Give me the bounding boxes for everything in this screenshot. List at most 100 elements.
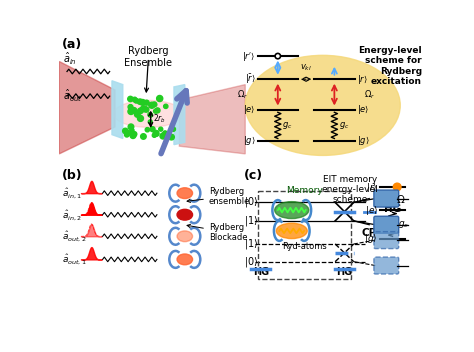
- Text: $|g\rangle$: $|g\rangle$: [357, 134, 370, 147]
- Circle shape: [393, 183, 401, 191]
- Circle shape: [275, 54, 281, 59]
- Circle shape: [123, 128, 128, 134]
- FancyBboxPatch shape: [374, 232, 399, 249]
- Circle shape: [137, 108, 143, 114]
- Circle shape: [141, 134, 146, 139]
- Circle shape: [130, 128, 134, 132]
- Text: $|0\rangle$: $|0\rangle$: [244, 255, 258, 269]
- Polygon shape: [112, 81, 123, 138]
- Text: $\Omega_r$: $\Omega_r$: [364, 88, 375, 101]
- Text: HG: HG: [337, 267, 353, 277]
- Text: $\hat{a}_{out,1}$: $\hat{a}_{out,1}$: [63, 252, 87, 266]
- Ellipse shape: [177, 231, 192, 242]
- Circle shape: [128, 105, 133, 109]
- Text: HG: HG: [384, 204, 401, 214]
- Text: (a): (a): [62, 38, 82, 51]
- Text: $\hat{a}_{in,2}$: $\hat{a}_{in,2}$: [63, 208, 82, 222]
- Circle shape: [149, 113, 153, 117]
- Text: $|\bar{r}\rangle$: $|\bar{r}\rangle$: [245, 72, 255, 86]
- Text: $|r'\rangle$: $|r'\rangle$: [242, 50, 255, 63]
- Circle shape: [153, 130, 159, 136]
- Circle shape: [181, 210, 189, 219]
- Circle shape: [128, 96, 133, 102]
- Circle shape: [148, 120, 152, 124]
- Text: Energy-level
scheme for
Rydberg
excitation: Energy-level scheme for Rydberg excitati…: [358, 46, 422, 86]
- Text: $g_c$: $g_c$: [339, 120, 349, 131]
- Circle shape: [153, 103, 157, 107]
- Text: Rydberg
Blockade: Rydberg Blockade: [187, 223, 247, 242]
- Circle shape: [162, 132, 167, 137]
- Text: Memory: Memory: [286, 186, 322, 195]
- Text: $v_{kl}$: $v_{kl}$: [300, 63, 312, 73]
- Text: $|r\rangle$: $|r\rangle$: [357, 73, 368, 86]
- Text: $g_c$: $g_c$: [283, 120, 293, 131]
- Circle shape: [144, 107, 149, 112]
- Text: (b): (b): [62, 169, 82, 182]
- Circle shape: [145, 127, 150, 132]
- Circle shape: [159, 127, 163, 131]
- Circle shape: [152, 133, 156, 137]
- Circle shape: [150, 127, 155, 132]
- Circle shape: [148, 113, 152, 117]
- Text: $|1\rangle$: $|1\rangle$: [244, 214, 258, 228]
- Circle shape: [152, 102, 156, 106]
- Circle shape: [132, 97, 137, 102]
- Ellipse shape: [177, 209, 192, 220]
- Ellipse shape: [275, 202, 309, 219]
- Polygon shape: [59, 62, 115, 154]
- Circle shape: [169, 134, 174, 140]
- FancyBboxPatch shape: [374, 216, 399, 233]
- Circle shape: [163, 131, 167, 135]
- Text: HG: HG: [253, 267, 269, 277]
- Circle shape: [171, 127, 175, 131]
- Circle shape: [125, 133, 129, 137]
- Circle shape: [164, 104, 168, 108]
- Circle shape: [128, 124, 134, 130]
- Text: $|g\rangle$: $|g\rangle$: [243, 134, 255, 147]
- Circle shape: [137, 115, 144, 121]
- Circle shape: [134, 99, 138, 103]
- Circle shape: [156, 95, 163, 102]
- Text: Rydberg
Ensemble: Rydberg Ensemble: [124, 46, 173, 68]
- Ellipse shape: [177, 188, 192, 199]
- Text: (c): (c): [244, 169, 263, 182]
- Text: EIT memory
energy-level
scheme: EIT memory energy-level scheme: [321, 175, 378, 205]
- Circle shape: [130, 133, 136, 138]
- Polygon shape: [174, 84, 185, 145]
- Circle shape: [149, 102, 155, 108]
- FancyBboxPatch shape: [374, 257, 399, 274]
- Ellipse shape: [245, 55, 400, 156]
- Circle shape: [155, 108, 160, 113]
- Text: $|e\rangle$: $|e\rangle$: [365, 203, 378, 216]
- Ellipse shape: [276, 223, 307, 239]
- Circle shape: [154, 131, 159, 136]
- Circle shape: [135, 112, 140, 117]
- Text: $|e\rangle$: $|e\rangle$: [357, 103, 369, 117]
- Text: CP: CP: [362, 228, 377, 238]
- Text: $\Omega_r$: $\Omega_r$: [237, 88, 248, 101]
- Circle shape: [154, 109, 157, 113]
- Text: $g_c$: $g_c$: [398, 219, 409, 230]
- Text: $\Omega$: $\Omega$: [396, 193, 405, 205]
- Circle shape: [140, 107, 145, 112]
- Text: $\hat{a}_{in}$: $\hat{a}_{in}$: [63, 51, 77, 67]
- Circle shape: [131, 108, 137, 113]
- Text: $|1\rangle$: $|1\rangle$: [244, 237, 258, 251]
- Text: Ryd-atoms: Ryd-atoms: [282, 241, 327, 251]
- Ellipse shape: [177, 254, 192, 265]
- FancyBboxPatch shape: [374, 190, 399, 207]
- Circle shape: [132, 132, 137, 137]
- Text: $\hat{a}_{out,2}$: $\hat{a}_{out,2}$: [63, 230, 87, 243]
- Circle shape: [128, 108, 134, 114]
- Text: Rydberg
ensemble: Rydberg ensemble: [187, 187, 250, 206]
- Text: $\hat{a}_{in,1}$: $\hat{a}_{in,1}$: [63, 186, 82, 200]
- Text: $\hat{a}_{out}$: $\hat{a}_{out}$: [63, 88, 82, 104]
- Text: $|g\rangle$: $|g\rangle$: [365, 232, 378, 245]
- Circle shape: [140, 100, 146, 105]
- Text: $|r\rangle$: $|r\rangle$: [366, 181, 378, 194]
- Text: $|0\rangle$: $|0\rangle$: [244, 195, 258, 209]
- Circle shape: [160, 133, 166, 139]
- Ellipse shape: [113, 100, 183, 127]
- Text: $|e\rangle$: $|e\rangle$: [243, 103, 255, 117]
- Polygon shape: [179, 84, 245, 154]
